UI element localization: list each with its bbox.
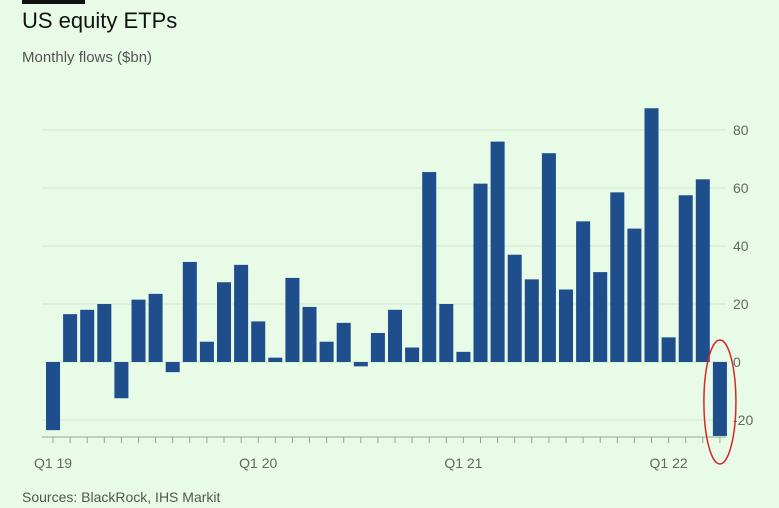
y-tick-label: 60 <box>733 180 749 196</box>
bar <box>456 351 471 362</box>
source-note: Sources: BlackRock, IHS Markit <box>22 489 221 505</box>
x-tick-label: Q1 21 <box>444 455 482 471</box>
bar <box>422 172 437 362</box>
bar <box>490 141 505 362</box>
highlight-ellipse <box>703 339 737 465</box>
bar <box>114 362 129 399</box>
x-tick-label: Q1 20 <box>239 455 277 471</box>
bar <box>234 264 249 362</box>
bar <box>336 322 351 362</box>
bar <box>63 314 78 362</box>
bar <box>182 261 197 362</box>
bar <box>388 309 403 362</box>
bar <box>695 179 710 362</box>
bar <box>405 347 420 362</box>
bar <box>473 183 488 362</box>
bar <box>97 304 112 362</box>
bar <box>268 357 283 362</box>
bar <box>251 321 266 362</box>
bar <box>319 341 334 362</box>
bar <box>80 309 95 362</box>
bar <box>353 362 368 367</box>
bar <box>541 153 556 362</box>
x-tick-label: Q1 19 <box>34 455 72 471</box>
bar <box>593 272 608 362</box>
bar <box>507 254 522 362</box>
bar <box>661 337 676 362</box>
bar <box>217 282 232 362</box>
brand-bar <box>22 0 85 4</box>
bar <box>610 192 625 362</box>
y-tick-label: -20 <box>733 412 753 428</box>
x-tick-label: Q1 22 <box>650 455 688 471</box>
bar <box>302 306 317 362</box>
bar <box>46 362 61 431</box>
bar <box>131 299 146 362</box>
bar <box>165 362 180 373</box>
bar <box>285 277 300 362</box>
bar <box>559 289 574 362</box>
bar <box>627 228 642 362</box>
bar <box>148 293 163 362</box>
chart-subtitle: Monthly flows ($bn) <box>22 49 153 66</box>
bar <box>644 108 659 362</box>
y-tick-label: 20 <box>733 296 749 312</box>
bar <box>370 333 385 362</box>
y-tick-label: 40 <box>733 238 749 254</box>
bar <box>678 195 693 362</box>
bar <box>439 304 454 362</box>
bar <box>199 341 214 362</box>
chart-title: US equity ETPs <box>22 8 178 33</box>
bar <box>712 362 727 436</box>
y-tick-label: 80 <box>733 122 749 138</box>
bar <box>524 279 539 362</box>
y-tick-label: 0 <box>733 354 741 370</box>
bar <box>576 221 591 362</box>
